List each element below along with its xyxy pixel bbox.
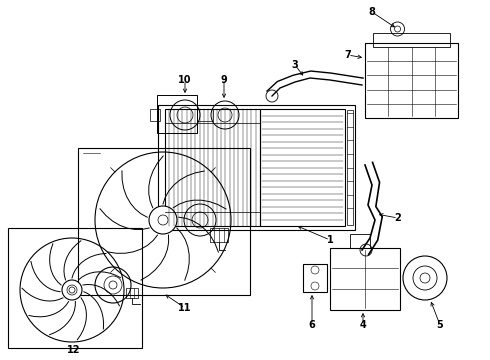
Circle shape <box>62 280 82 300</box>
Bar <box>373 33 450 47</box>
Bar <box>150 109 160 121</box>
Text: 1: 1 <box>327 235 333 245</box>
Bar <box>158 105 355 230</box>
Text: 8: 8 <box>368 7 375 17</box>
Text: 7: 7 <box>344 50 351 60</box>
Bar <box>260 109 345 226</box>
Bar <box>303 264 327 292</box>
Text: 6: 6 <box>309 320 316 330</box>
Text: 3: 3 <box>292 60 298 70</box>
Bar <box>8 228 142 348</box>
Bar <box>330 248 400 310</box>
Bar <box>350 234 370 248</box>
Bar <box>197 109 213 121</box>
Circle shape <box>149 206 177 234</box>
Bar <box>157 95 197 133</box>
Text: 2: 2 <box>394 213 401 223</box>
Text: 12: 12 <box>67 345 81 355</box>
Text: 9: 9 <box>220 75 227 85</box>
Bar <box>150 214 160 226</box>
Text: 4: 4 <box>360 320 367 330</box>
Bar <box>210 228 228 242</box>
Bar <box>347 110 353 225</box>
Bar <box>165 109 260 226</box>
Bar <box>126 288 138 298</box>
Bar <box>365 43 458 118</box>
Text: 5: 5 <box>437 320 443 330</box>
Text: 10: 10 <box>178 75 192 85</box>
Text: 11: 11 <box>178 303 192 313</box>
Bar <box>78 148 250 295</box>
